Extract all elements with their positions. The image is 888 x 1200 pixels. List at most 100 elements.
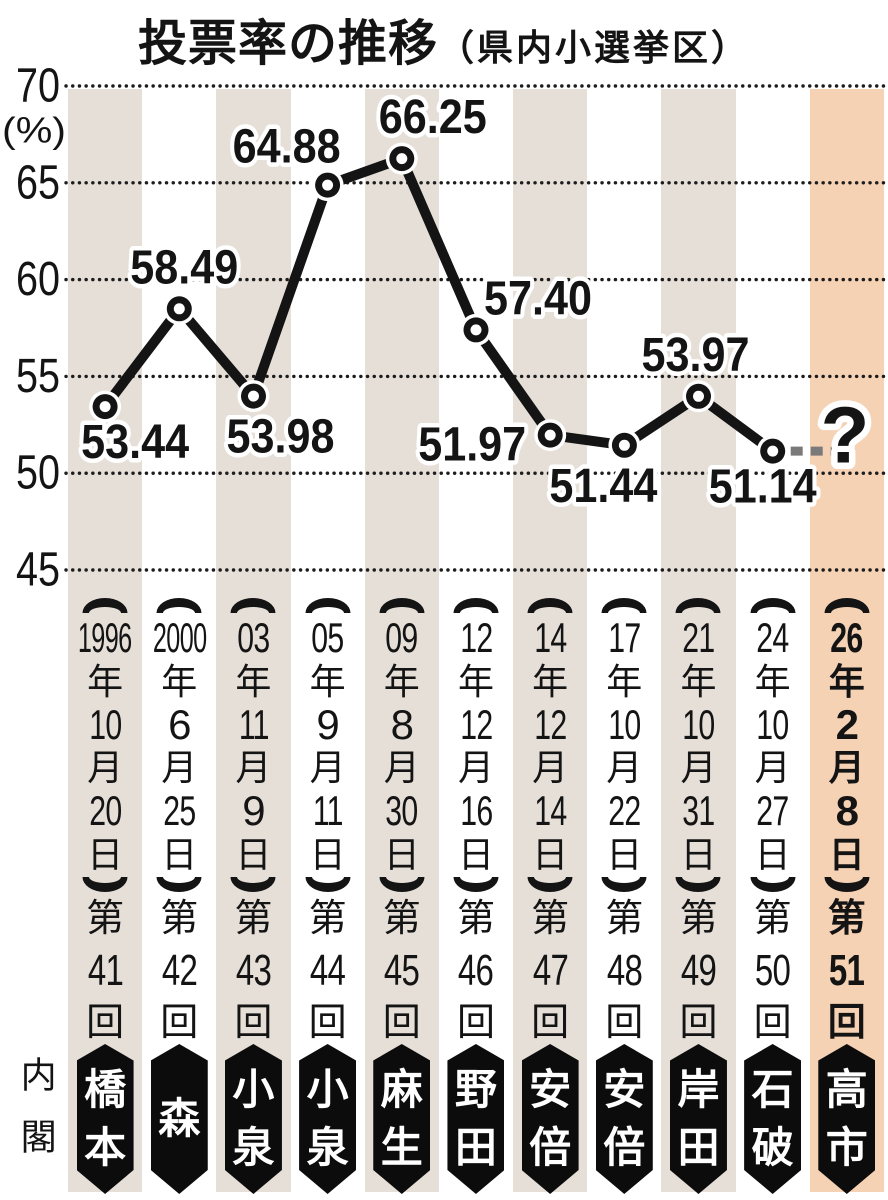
cabinet-name-char: 泉 [306, 1124, 349, 1171]
date-bracket-bottom-icon [750, 876, 796, 892]
y-tick-60: 60 [16, 253, 60, 306]
date-text: 年 [87, 660, 124, 702]
election-suffix: 回 [827, 1002, 866, 1044]
cabinet-name-char: 高 [825, 1066, 868, 1113]
date-label-2: 2000 年 6 月 25 日 [142, 598, 216, 892]
date-text: 月 [532, 747, 569, 789]
cabinet-column-6: 野田 [439, 1044, 513, 1194]
date-text: 30 [385, 787, 419, 835]
date-text: 月 [309, 747, 346, 789]
election-number-42: 第 42 回 [142, 900, 216, 1042]
date-bracket-bottom-icon [527, 876, 573, 892]
cabinet-name-char: 石 [751, 1066, 794, 1113]
y-tick-65: 65 [16, 156, 60, 209]
election-suffix: 回 [456, 1002, 495, 1044]
date-text: 年 [235, 660, 272, 702]
date-text: 年 [680, 660, 717, 702]
date-text: 14 [534, 614, 567, 662]
election-suffix: 回 [234, 1002, 273, 1044]
date-text: 09 [385, 614, 419, 662]
date-text: 日 [235, 833, 272, 875]
date-text: 14 [534, 787, 567, 835]
date-text: 6 [168, 700, 191, 748]
cabinet-name-char: 野 [454, 1066, 497, 1113]
cabinet-name-char: 岸 [677, 1066, 720, 1113]
date-text: 9 [316, 700, 339, 748]
date-bracket-bottom-icon [675, 876, 721, 892]
x-axis-election-numbers: 第 41 回 第 42 回 第 43 回 第 44 回 第 45 回 第 46 回 第 47 回 第 48 回 第 49 回 第 50 回… [68, 900, 885, 1042]
cabinet-column-5: 麻生 [365, 1044, 439, 1194]
cabinet-name-char: 生 [380, 1124, 423, 1171]
election-number-47: 第 47 回 [513, 900, 587, 1042]
cabinet-name-char: 小 [306, 1066, 349, 1113]
date-bracket-top-icon [453, 598, 499, 613]
date-text: 1996 [78, 614, 132, 662]
date-bracket-bottom-icon [82, 876, 128, 892]
date-text: 27 [756, 787, 790, 835]
date-text: 月 [828, 747, 865, 789]
date-bracket-bottom-icon [453, 876, 499, 892]
cabinet-name-char: 倍 [529, 1124, 572, 1171]
election-suffix: 回 [605, 1002, 644, 1044]
date-text: 日 [309, 833, 346, 875]
date-text: 2000 [152, 614, 207, 662]
date-text: 月 [606, 747, 643, 789]
cabinet-column-11: 高市 [810, 1044, 884, 1194]
election-number-50: 第 50 回 [736, 900, 810, 1042]
cabinet-banner-橋本: 橋本 [76, 1044, 134, 1194]
date-text: 20 [88, 787, 122, 835]
election-prefix: 第 [234, 898, 273, 940]
cabinet-banner-森: 森 [150, 1044, 208, 1194]
date-text: 年 [383, 660, 420, 702]
date-bracket-top-icon [230, 598, 276, 613]
date-text: 月 [383, 747, 420, 789]
date-text: 17 [608, 614, 641, 662]
cabinet-name-char: 麻 [380, 1066, 423, 1113]
date-text: 日 [754, 833, 791, 875]
cabinet-column-9: 岸田 [661, 1044, 735, 1194]
date-bracket-top-icon [824, 598, 870, 613]
date-bracket-top-icon [156, 598, 202, 613]
cabinet-banner-野田: 野田 [447, 1044, 505, 1194]
election-digits: 46 [458, 946, 494, 995]
date-text: 日 [828, 833, 865, 875]
date-text: 日 [532, 833, 569, 875]
cabinet-name-char: 森 [158, 1095, 201, 1142]
cabinet-column-10: 石破 [736, 1044, 810, 1194]
date-label-4: 05 年 9 月 11 日 [291, 598, 365, 892]
date-text: 9 [242, 787, 265, 835]
election-digits: 45 [384, 946, 420, 995]
cabinet-name-char: 安 [529, 1066, 572, 1113]
date-text: 年 [457, 660, 494, 702]
election-suffix: 回 [160, 1002, 199, 1044]
date-label-11: 26 年 2 月 8 日 [810, 598, 884, 892]
date-text: 10 [608, 700, 641, 748]
date-bracket-top-icon [527, 598, 573, 613]
date-label-3: 03 年 11 月 9 日 [216, 598, 290, 892]
cabinet-name-char: 破 [751, 1124, 794, 1171]
date-text: 12 [534, 700, 567, 748]
date-bracket-top-icon [675, 598, 721, 613]
date-bracket-top-icon [82, 598, 128, 613]
cabinet-name-char: 小 [232, 1066, 275, 1113]
y-axis-unit-label: (%) [2, 110, 66, 151]
chart-title: 投票率の推移 （県内小選挙区） [0, 4, 888, 75]
election-prefix: 第 [605, 898, 644, 940]
election-digits: 51 [829, 946, 865, 995]
date-text: 年 [606, 660, 643, 702]
date-text: 年 [309, 660, 346, 702]
date-bracket-top-icon [379, 598, 425, 613]
date-bracket-bottom-icon [379, 876, 425, 892]
date-text: 月 [87, 747, 124, 789]
date-label-5: 09 年 8 月 30 日 [365, 598, 439, 892]
date-label-1: 1996 年 10 月 20 日 [68, 598, 142, 892]
cabinet-column-2: 森 [142, 1044, 216, 1194]
date-text: 8 [390, 700, 414, 748]
date-text: 8 [835, 787, 859, 835]
date-text: 21 [682, 614, 715, 662]
election-number-44: 第 44 回 [291, 900, 365, 1042]
date-text: 26 [830, 614, 864, 662]
election-number-41: 第 41 回 [68, 900, 142, 1042]
date-text: 25 [163, 787, 196, 835]
